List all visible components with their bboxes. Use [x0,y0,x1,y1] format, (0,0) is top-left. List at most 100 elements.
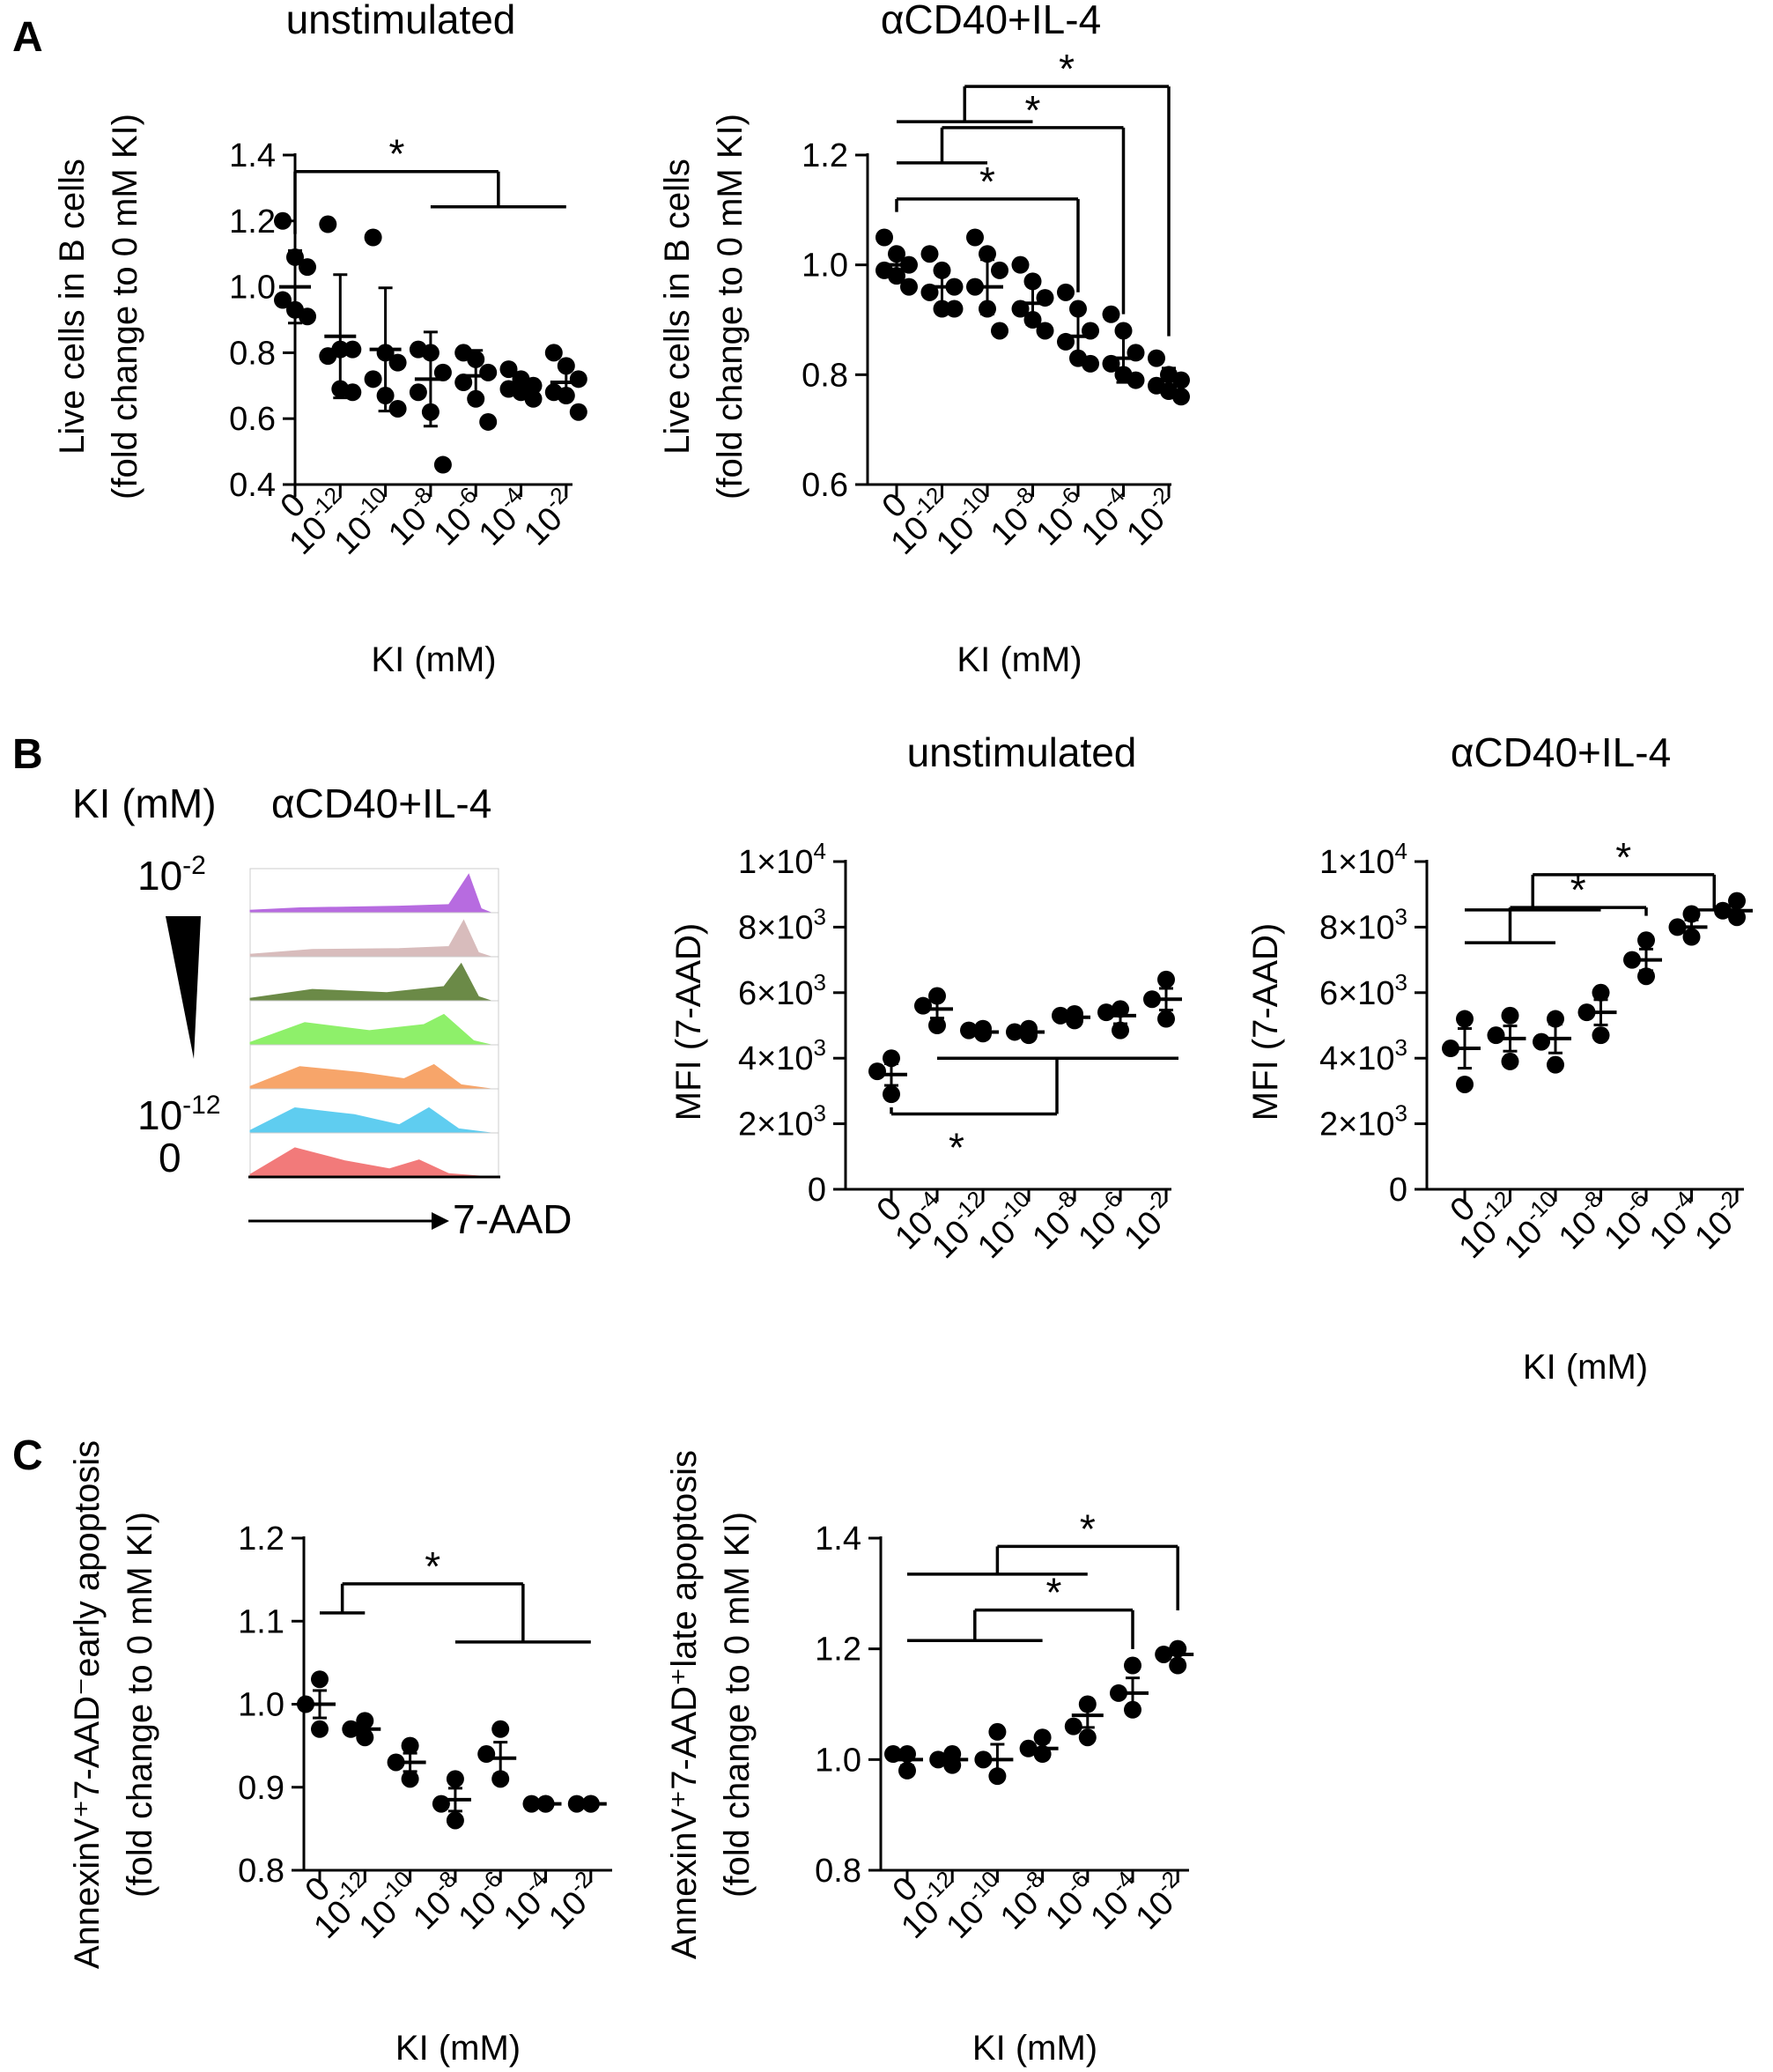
significance-star: * [1080,1506,1096,1551]
x-axis-label: KI (mM) [371,640,496,679]
histogram-top-label-exp: -2 [182,851,206,880]
panel-letter-b: B [12,731,43,778]
significance-star: * [425,1543,440,1589]
y-tick-exponent: 3 [814,969,826,995]
data-point [569,370,587,388]
histogram-top-label: 10-2 [137,851,206,899]
y-axis-label-2: (fold change to 0 mM KI) [711,114,750,500]
data-point [900,278,918,296]
data-point [1501,1052,1519,1070]
data-point [1036,322,1054,340]
y-tick-label: 0.8 [802,357,848,394]
significance-star: * [1570,867,1586,913]
y-tick-exponent: 3 [814,1034,826,1061]
data-point [875,228,893,247]
data-point [1082,354,1099,373]
y-axis-label: MFI (7-AAD) [669,923,708,1121]
histogram-track [249,1063,491,1090]
data-point [319,215,337,233]
data-point [1102,305,1120,323]
data-point [432,1794,450,1813]
data-point [1148,349,1165,367]
significance-star: * [949,1124,964,1170]
histogram-bottom-label-base: 10 [137,1092,182,1138]
panel-letter-a: A [12,14,43,61]
data-point [1011,255,1030,274]
y-axis-label-2: (fold change to 0 mM KI) [106,114,144,500]
histogram-ylabel: KI (mM) [72,781,217,826]
data-point [401,1770,419,1788]
y-tick-label: 8×103 [738,903,826,946]
data-point [479,363,498,381]
chart-c2: 0.81.01.21.4010-1210-1010-810-610-410-2A… [665,1450,1194,2068]
data-point [524,389,543,408]
data-point [433,455,452,474]
data-point [364,228,382,247]
y-tick-exponent: 3 [1395,1034,1407,1061]
chart-title: unstimulated [907,729,1137,775]
data-point [1172,388,1190,406]
data-point [299,307,316,326]
x-tick-label: 10-2 [513,482,584,553]
data-point [988,1722,1007,1741]
x-tick-label: 10-2 [1683,1186,1755,1257]
y-tick-exponent: 3 [1395,903,1407,929]
y-tick-label: 6×103 [1319,969,1407,1012]
histogram-top-label-base: 10 [137,853,182,899]
x-tick-label: 10-2 [1112,1186,1184,1257]
y-tick-label: 1.0 [229,270,276,307]
y-tick-label: 1.0 [802,248,848,285]
data-point [544,344,563,362]
y-tick-label: 4×103 [1319,1034,1407,1077]
chart-a1: unstimulated0.40.60.81.01.21.4010-1210-1… [53,0,587,679]
data-point [274,211,292,230]
data-point [409,383,427,402]
data-point [920,245,939,263]
data-point [1057,283,1075,301]
significance-star: * [1615,834,1631,880]
histogram-track [249,1013,491,1046]
y-tick-base: 2×10 [1319,1106,1395,1143]
y-tick-exponent: 3 [1395,1100,1407,1127]
y-tick-label: 0.6 [229,401,276,438]
y-tick-label: 0.8 [815,1853,861,1890]
data-point [344,383,362,402]
data-point [1547,1055,1564,1074]
data-point [966,228,984,247]
concentration-wedge-icon [166,916,201,1059]
y-tick-label: 1×104 [1319,838,1407,881]
x-axis-label: KI (mM) [957,640,1082,679]
data-point [979,245,996,263]
histogram-track [249,873,491,914]
data-point [1157,1010,1175,1028]
y-tick-label: 0 [1389,1172,1407,1209]
data-point [319,347,337,366]
histogram-panel: KI (mM) αCD40+IL-4 10-2 10-12 0 7-AAD [72,781,572,1242]
y-tick-exponent: 4 [1395,838,1407,864]
y-tick-exponent: 4 [814,838,826,864]
data-point [1637,931,1655,950]
data-point [477,1745,496,1764]
data-point [499,360,518,379]
data-point [1533,1032,1550,1051]
data-point [446,1811,464,1830]
y-tick-base: 1×10 [1319,844,1395,881]
y-tick-label: 1.2 [229,204,276,240]
histogram-bottom-label-exp: -12 [182,1091,220,1120]
y-tick-label: 1×104 [738,838,826,881]
significance-star: * [979,159,995,204]
data-point [299,258,316,277]
data-point [1592,1026,1610,1045]
data-point [311,1720,329,1738]
chart-title: αCD40+IL-4 [1451,729,1671,775]
data-point [928,1017,946,1034]
x-axis-label: KI (mM) [1523,1348,1648,1387]
histogram-track [249,919,491,958]
data-point [1501,1006,1519,1025]
data-point [491,1720,510,1738]
data-point [868,1062,886,1081]
data-point [1157,970,1175,988]
y-tick-base: 6×10 [1319,975,1395,1012]
y-tick-label: 4×103 [738,1034,826,1077]
chart-title: unstimulated [286,0,516,42]
